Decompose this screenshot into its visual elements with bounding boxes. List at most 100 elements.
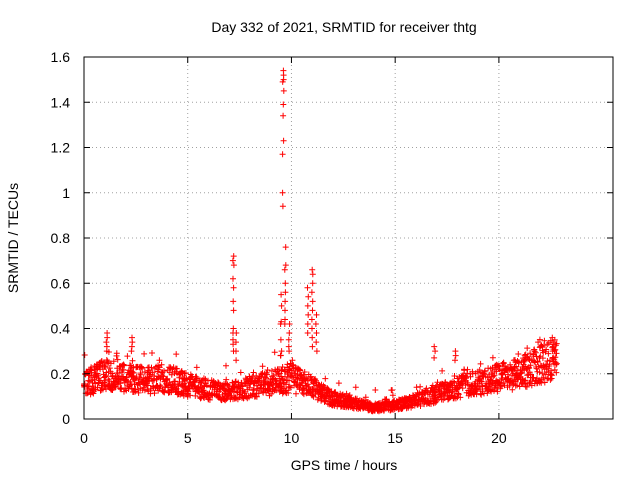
data-point: [541, 337, 548, 344]
data-point: [309, 280, 316, 287]
data-point: [263, 375, 270, 382]
data-point: [158, 361, 165, 368]
data-point: [431, 354, 438, 361]
data-point: [135, 389, 142, 396]
data-point: [549, 348, 556, 355]
data-point: [309, 343, 316, 350]
data-point: [246, 384, 253, 391]
data-point: [132, 375, 139, 382]
data-point: [280, 112, 287, 119]
data-point: [230, 307, 237, 314]
data-point: [182, 370, 189, 376]
data-point: [151, 390, 158, 397]
data-point: [474, 388, 481, 394]
data-point: [149, 350, 155, 356]
x-tick-label: 20: [491, 430, 507, 446]
x-tick-label: 0: [80, 430, 88, 446]
data-point: [286, 348, 293, 355]
data-point: [259, 363, 266, 370]
data-point: [531, 348, 538, 355]
data-point: [275, 366, 282, 373]
data-point: [156, 357, 163, 364]
data-point: [104, 358, 111, 365]
data-point: [464, 366, 471, 373]
data-point: [313, 348, 320, 355]
data-point: [277, 321, 284, 327]
data-point: [322, 375, 329, 382]
data-point: [286, 383, 293, 390]
data-point: [293, 390, 299, 397]
data-point: [129, 334, 135, 341]
data-point: [528, 371, 534, 378]
data-point: [194, 375, 200, 382]
data-point: [308, 316, 315, 323]
data-point: [313, 339, 320, 346]
x-tick-label: 10: [284, 430, 300, 446]
data-point: [187, 392, 194, 399]
data-point: [541, 379, 548, 386]
data-point: [264, 367, 271, 373]
data-point: [224, 395, 230, 402]
data-point: [553, 350, 560, 357]
data-point: [461, 367, 468, 374]
data-point: [277, 352, 284, 359]
data-point: [203, 382, 210, 389]
data-point: [161, 368, 167, 374]
y-axis-label: SRMTID / TECUs: [5, 183, 21, 293]
y-tick-label: 0.4: [51, 321, 71, 337]
data-point: [304, 284, 311, 291]
data-point: [285, 336, 292, 343]
data-point: [281, 266, 288, 273]
data-point: [114, 356, 121, 363]
data-point: [283, 381, 289, 388]
data-point: [282, 262, 289, 269]
data-point: [223, 362, 229, 369]
data-point: [372, 387, 379, 393]
data-point: [137, 371, 144, 378]
data-point: [159, 369, 166, 376]
data-point: [553, 360, 560, 367]
data-point: [544, 341, 551, 348]
data-point: [94, 384, 101, 391]
data-point: [514, 382, 521, 389]
data-point: [286, 330, 293, 336]
data-point: [301, 386, 308, 392]
data-point: [106, 365, 113, 372]
data-point: [549, 334, 556, 341]
data-point: [268, 368, 275, 374]
y-tick-label: 0.8: [51, 230, 71, 246]
data-point: [459, 385, 466, 392]
data-point: [173, 351, 180, 358]
data-point: [450, 378, 456, 385]
data-point: [309, 266, 316, 273]
data-point: [285, 389, 292, 396]
data-point: [536, 369, 543, 376]
data-point: [280, 137, 287, 144]
data-point: [109, 372, 116, 379]
data-point: [309, 334, 316, 341]
data-point: [362, 394, 369, 401]
data-point: [264, 371, 270, 378]
data-point: [552, 346, 559, 353]
data-point: [233, 357, 240, 364]
data-point: [279, 151, 286, 158]
data-point: [305, 293, 312, 300]
data-point: [250, 369, 257, 376]
data-point: [230, 284, 237, 291]
data-point: [172, 378, 179, 385]
data-point: [506, 382, 513, 389]
data-point: [309, 307, 316, 314]
data-point: [455, 390, 462, 397]
data-point: [280, 101, 287, 108]
data-point: [278, 291, 285, 298]
data-point: [452, 357, 458, 364]
data-point: [309, 392, 316, 399]
data-point: [523, 383, 530, 390]
data-point: [305, 311, 312, 318]
data-point: [135, 380, 142, 387]
data-point: [532, 349, 539, 356]
data-point: [86, 378, 93, 385]
data-point: [253, 393, 260, 400]
data-point: [309, 271, 316, 278]
